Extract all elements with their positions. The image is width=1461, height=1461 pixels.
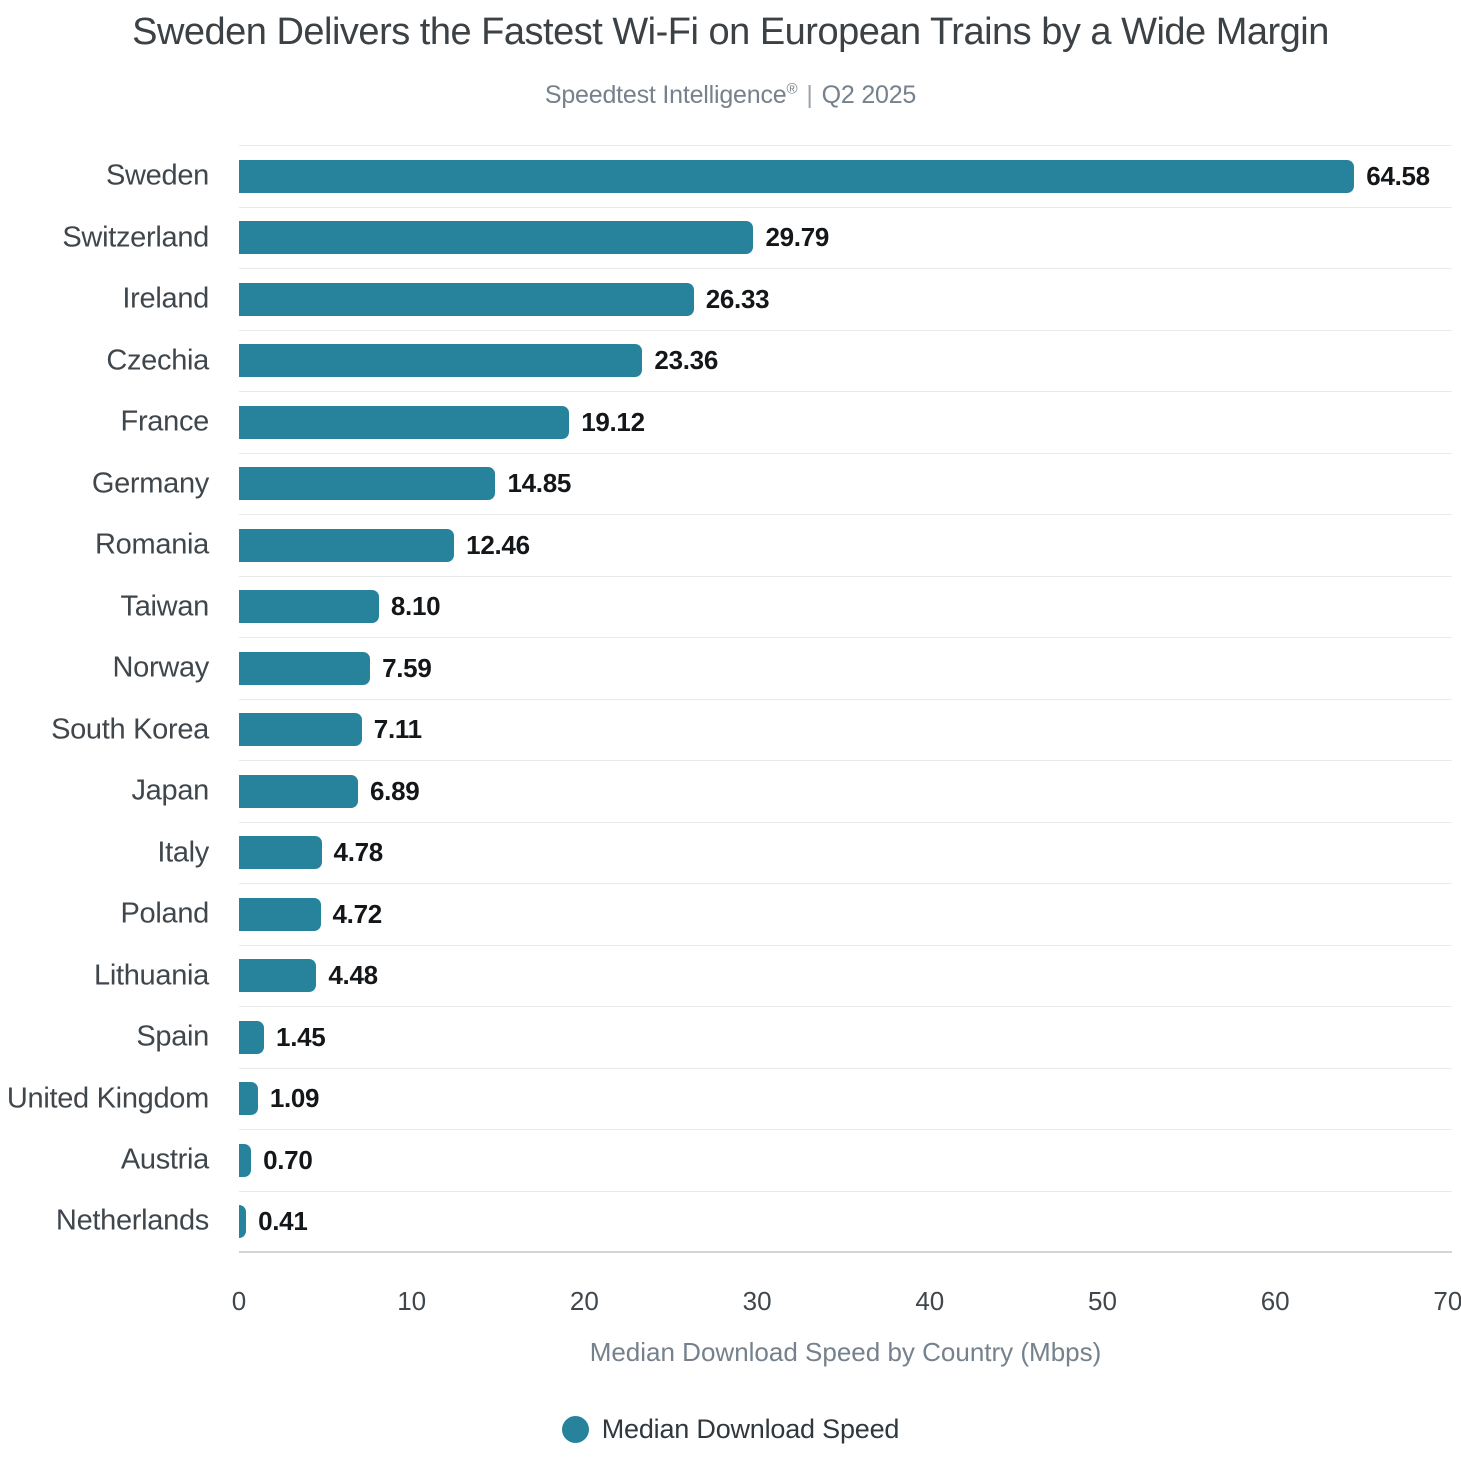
country-label: Sweden	[106, 159, 209, 192]
bar	[239, 590, 379, 624]
chart-row: Poland 4.72	[121, 884, 1452, 946]
x-tick-label: 60	[1260, 1286, 1290, 1316]
country-label: United Kingdom	[6, 1082, 209, 1115]
value-label: 12.46	[466, 529, 530, 560]
chart-row: Czechia 23.36	[106, 331, 1452, 392]
bar	[239, 528, 455, 562]
bar	[239, 221, 754, 255]
chart-row: Ireland 26.33	[122, 269, 1452, 331]
chart-row: Austria 0.70	[121, 1130, 1452, 1192]
bar	[239, 282, 694, 316]
bar	[239, 1204, 247, 1238]
value-label: 0.70	[263, 1144, 313, 1175]
value-label: 6.89	[369, 775, 420, 806]
country-label: Switzerland	[62, 221, 209, 254]
value-label: 7.11	[373, 714, 422, 745]
bar	[239, 1143, 252, 1177]
legend: Median Download Speed	[0, 1412, 1461, 1446]
bar	[239, 159, 1355, 193]
chart-row: France 19.12	[121, 392, 1452, 454]
chart-subtitle: Speedtest Intelligence® | Q2 2025	[0, 78, 1461, 112]
x-tick-label: 20	[569, 1286, 599, 1316]
country-label: Czechia	[106, 344, 209, 377]
country-label: Netherlands	[55, 1204, 209, 1237]
value-label: 64.58	[1366, 160, 1430, 191]
value-label: 1.09	[269, 1083, 320, 1114]
value-label: 0.41	[258, 1205, 308, 1236]
value-label: 7.59	[382, 652, 432, 683]
country-label: Spain	[136, 1020, 209, 1053]
value-label: 19.12	[581, 406, 645, 437]
chart-row: Romania 12.46	[95, 515, 1452, 577]
country-label: Taiwan	[120, 590, 210, 623]
chart-row: Germany 14.85	[92, 454, 1452, 515]
chart-row: South Korea 7.11	[51, 700, 1452, 761]
bar	[239, 651, 371, 685]
plot-area: Sweden 64.58 Switzerland 29.79 Ireland 26.33 C…	[7, 145, 1452, 1253]
value-label: 26.33	[705, 283, 770, 314]
value-label: 1.45	[276, 1021, 326, 1052]
x-axis: 0 10 20 30 40 50 60 70	[232, 1284, 1461, 1318]
value-label: 4.72	[332, 898, 383, 929]
country-label: Japan	[131, 774, 209, 807]
chart-row: Taiwan 8.10	[121, 577, 1452, 638]
country-label: Lithuania	[93, 959, 209, 992]
bar	[239, 467, 496, 501]
value-label: 14.85	[507, 468, 572, 499]
legend-label: Median Download Speed	[601, 1414, 900, 1444]
x-axis-title: Median Download Speed by Country (Mbps)	[589, 1337, 1102, 1367]
country-label: Poland	[120, 897, 210, 930]
value-label: 23.36	[654, 345, 718, 376]
registered-mark: ®	[786, 80, 798, 98]
chart-row: Japan 6.89	[131, 761, 1452, 823]
country-label: South Korea	[51, 713, 209, 746]
bar	[239, 1082, 258, 1116]
x-tick-label: 40	[915, 1286, 945, 1316]
x-tick-label: 30	[742, 1286, 772, 1316]
country-label: Romania	[95, 528, 209, 561]
country-label: Norway	[112, 651, 210, 684]
value-label: 4.78	[333, 837, 384, 868]
chart-row: Netherlands 0.41	[56, 1192, 1452, 1253]
bar	[239, 897, 321, 931]
chart-row: Lithuania 4.48	[94, 946, 1452, 1007]
bar	[239, 1020, 265, 1054]
subtitle-period: Q2 2025	[821, 81, 917, 109]
bar	[239, 774, 358, 808]
value-label: 29.79	[765, 222, 830, 253]
bar	[239, 713, 362, 747]
chart-row: United Kingdom 1.09	[7, 1069, 1452, 1130]
chart-row: Italy 4.78	[157, 823, 1452, 884]
bar	[239, 344, 643, 378]
bar	[239, 405, 570, 439]
x-tick-label: 0	[231, 1286, 247, 1316]
chart-row: Sweden 64.58	[106, 146, 1452, 208]
subtitle-brand: Speedtest Intelligence	[544, 81, 787, 109]
country-label: Italy	[157, 836, 209, 869]
bar	[239, 836, 322, 870]
value-label: 8.10	[390, 591, 441, 622]
x-tick-label: 70	[1433, 1286, 1461, 1316]
subtitle-separator: |	[806, 81, 813, 109]
x-tick-label: 10	[397, 1286, 427, 1316]
value-label: 4.48	[328, 960, 378, 991]
x-tick-label: 50	[1088, 1286, 1117, 1316]
country-label: Ireland	[122, 282, 209, 315]
chart-title: Sweden Delivers the Fastest Wi-Fi on Eur…	[132, 11, 1329, 53]
country-label: France	[120, 405, 210, 438]
bar	[239, 959, 317, 993]
legend-dot-icon	[561, 1415, 589, 1443]
country-label: Austria	[120, 1143, 209, 1176]
chart-row: Norway 7.59	[113, 638, 1452, 700]
chart-row: Spain 1.45	[136, 1007, 1452, 1069]
country-label: Germany	[91, 467, 209, 500]
chart-row: Switzerland 29.79	[62, 208, 1452, 269]
